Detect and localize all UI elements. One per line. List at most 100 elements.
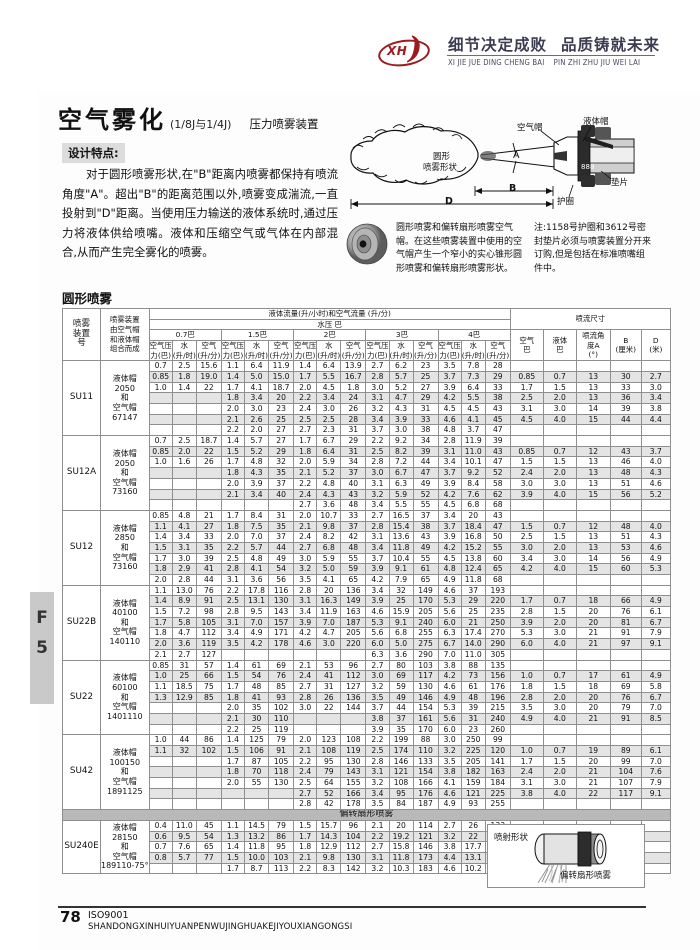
spray-performance-table: 喷雾 装置 号 喷雾装置 由空气帽 和液体帽 组合而成 液体流量(升/小时)和空…	[62, 307, 671, 875]
cell	[640, 648, 671, 661]
cell	[220, 499, 246, 511]
cell: 163	[340, 606, 367, 618]
cell	[509, 648, 544, 661]
cell: 33	[484, 381, 511, 394]
cell: 123	[316, 734, 342, 746]
cell	[640, 819, 671, 832]
th-air-flow-0: 空气 (升/分)	[195, 340, 222, 362]
cell: 2.0	[542, 392, 577, 404]
cell: 220	[340, 638, 367, 650]
cell: 3.4	[244, 488, 270, 501]
cell: 3.1	[220, 574, 246, 586]
cell: 4.4	[437, 851, 462, 864]
cell: 3.9	[509, 488, 544, 501]
cell	[171, 798, 197, 811]
cell	[244, 787, 270, 800]
table-row: 1.8 4.3 35 2.1 5.2 37 3.0 6.7 47 3.7 9.2 52 2.4 2.0 13…	[63, 467, 671, 479]
cell: 2.1	[220, 488, 246, 501]
cell: 3.4	[365, 787, 390, 800]
cell: 2.2	[220, 424, 246, 437]
table-row: 1.0 1.4 22 1.7 4.1 18.7 2.0 4.5 1.8 3.0 5.2 27 3.9 6.…	[63, 381, 671, 394]
cell: 7.0	[244, 616, 270, 629]
cell	[609, 723, 642, 736]
cell: 89	[609, 745, 642, 757]
cell: 9.5	[244, 606, 270, 618]
cell: 8.7	[244, 862, 270, 875]
cell: 235	[484, 606, 511, 618]
cell: 2.1	[293, 520, 318, 533]
cell: 4.8	[171, 509, 197, 522]
cell	[640, 360, 671, 372]
cell: 0.8	[148, 851, 173, 864]
cell: 3.6	[316, 499, 342, 511]
cell: 146	[412, 691, 439, 704]
cell: 142	[340, 862, 367, 875]
cell: 1.4	[293, 360, 318, 372]
diagram-label-d: D	[445, 196, 453, 207]
cell: 4.6	[437, 413, 462, 426]
cell: 119	[195, 638, 222, 650]
cell: 1.0	[148, 381, 173, 394]
cell: 27	[268, 424, 295, 437]
cell	[640, 841, 671, 853]
cell	[542, 499, 577, 511]
cell: 11.0	[460, 648, 486, 661]
cell: 3.1	[365, 392, 390, 404]
cell: 44	[609, 413, 642, 426]
cell: 2.1	[365, 819, 390, 832]
cell: 290	[484, 638, 511, 650]
cell: 4.6	[640, 541, 671, 554]
th-pressure-4: 4巴	[437, 329, 511, 342]
title-models: (1/8J与1/4J)	[170, 118, 232, 131]
cell	[148, 702, 173, 714]
cell: 116	[268, 584, 295, 597]
cell: 3.0	[437, 734, 462, 746]
cell: 44	[195, 574, 222, 586]
cell: 0.85	[509, 445, 544, 458]
section-label-circular-spray: 圆形喷雾	[62, 291, 113, 306]
page-number: 78	[60, 908, 81, 926]
cell: 108	[316, 745, 342, 757]
cell	[542, 360, 577, 372]
title-subtitle: 压力喷雾装置	[249, 117, 319, 131]
cell: 3.1	[437, 445, 462, 458]
cell: 3.0	[244, 403, 270, 415]
assembly-cell-SU12: 液体帽 2850 和空气帽 73160	[100, 509, 150, 586]
cell: 81	[609, 616, 642, 629]
table-row: 2.7 52 166 3.4 95 176 4.6 121 225 3.8 4.0 22 117 9.1	[63, 787, 671, 800]
cell: 42	[316, 798, 342, 811]
slogan-cn-part2: 品质铸就未来	[561, 36, 661, 54]
cell: 105	[195, 616, 222, 629]
cell: 11.8	[388, 851, 414, 864]
cell: 11.8	[388, 541, 414, 554]
cell: 2.2	[293, 477, 318, 490]
cell: 88	[460, 659, 486, 672]
cell: 26	[460, 819, 486, 832]
cell: 1.5	[542, 381, 577, 394]
cell	[575, 648, 611, 661]
cell	[195, 413, 222, 426]
cell	[268, 787, 295, 800]
cell: 3.4	[365, 584, 390, 597]
cell: 13.0	[171, 584, 197, 597]
cell	[195, 702, 222, 714]
cell: 3.0	[293, 702, 318, 714]
cell: 121	[388, 766, 414, 779]
cell: 38	[412, 520, 439, 533]
cell: 4.9	[640, 595, 671, 608]
cell: 35	[195, 541, 222, 554]
cell: 6.7	[437, 638, 462, 650]
cell	[293, 648, 318, 661]
company-pinyin: SHANDONGXINHUIYUANPENWUJINGHUAKEJIYOUXIA…	[88, 922, 353, 932]
cell: 43	[484, 445, 511, 458]
table-row: 1.7 5.8 105 3.1 7.0 157 3.9 7.0 187 5.3 9.1 240 6.0 2…	[63, 616, 671, 629]
cell: 51	[609, 531, 642, 543]
cell: 4.6	[293, 638, 318, 650]
th-air-pressure-2: 空气压 力(巴)	[293, 340, 318, 362]
cell: 4.9	[509, 712, 544, 725]
cell: 21	[460, 616, 486, 629]
cell: 5.2	[640, 488, 671, 501]
cell: 58	[484, 477, 511, 490]
cell	[316, 648, 342, 661]
cell: 2.0	[220, 477, 246, 490]
